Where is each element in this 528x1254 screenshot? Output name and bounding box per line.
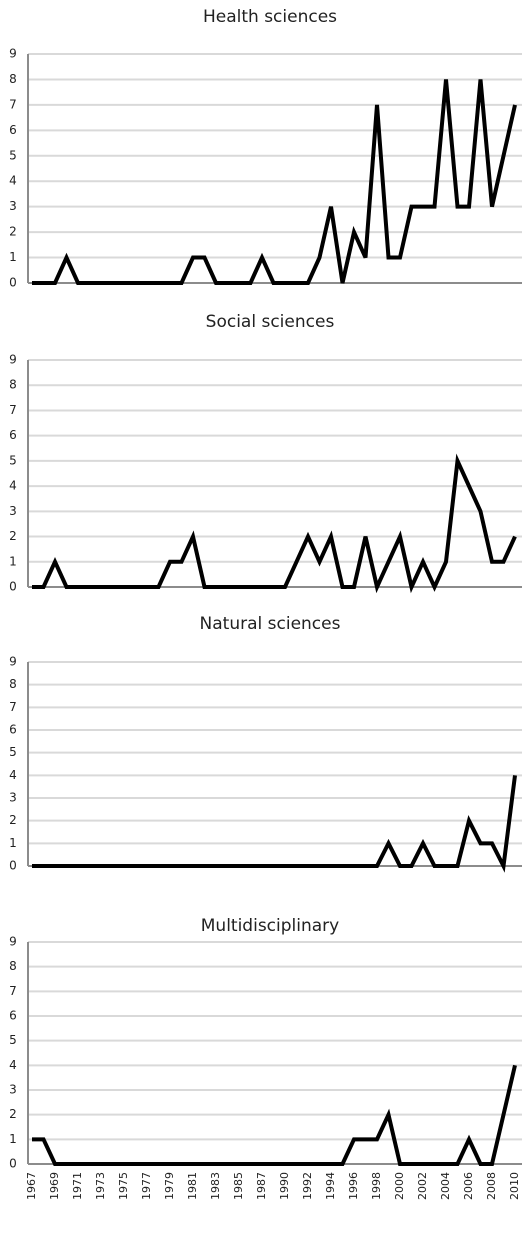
y-tick-label: 1	[9, 1132, 17, 1146]
x-tick-label: 1975	[117, 1172, 130, 1200]
y-tick-label: 4	[9, 1058, 17, 1072]
y-tick-label: 5	[9, 148, 17, 162]
y-tick-label: 7	[9, 984, 17, 998]
x-tick-label: 2004	[439, 1172, 452, 1200]
y-tick-label: 9	[9, 47, 17, 61]
y-tick-label: 4	[9, 479, 17, 493]
y-tick-label: 4	[9, 768, 17, 782]
x-tick-label: 1971	[71, 1172, 84, 1200]
y-tick-label: 8	[9, 378, 17, 392]
y-tick-label: 6	[9, 1009, 17, 1023]
chart-title: Social sciences	[206, 312, 335, 332]
x-tick-label: 1985	[232, 1172, 245, 1200]
y-tick-label: 3	[9, 199, 17, 213]
y-tick-label: 3	[9, 791, 17, 805]
y-tick-label: 9	[9, 655, 17, 669]
y-tick-label: 5	[9, 453, 17, 467]
y-tick-label: 0	[9, 276, 17, 290]
y-tick-label: 2	[9, 529, 17, 543]
x-tick-label: 2010	[508, 1172, 521, 1200]
x-tick-label: 1979	[163, 1172, 176, 1200]
x-tick-label: 1969	[48, 1172, 61, 1200]
y-tick-label: 0	[9, 580, 17, 594]
x-tick-label: 1992	[301, 1172, 314, 1200]
y-tick-label: 2	[9, 1107, 17, 1121]
y-tick-label: 2	[9, 225, 17, 239]
x-tick-label: 1987	[255, 1172, 268, 1200]
x-tick-label: 2000	[393, 1172, 406, 1200]
data-line	[32, 79, 517, 285]
x-tick-label: 1994	[324, 1172, 337, 1200]
data-line	[32, 453, 517, 594]
x-tick-label: 1981	[186, 1172, 199, 1200]
y-tick-label: 7	[9, 97, 17, 111]
y-tick-label: 6	[9, 123, 17, 137]
y-tick-label: 6	[9, 723, 17, 737]
y-tick-label: 1	[9, 836, 17, 850]
y-tick-label: 7	[9, 700, 17, 714]
x-tick-label: 1973	[94, 1172, 107, 1200]
y-tick-label: 8	[9, 959, 17, 973]
y-tick-label: 5	[9, 745, 17, 759]
y-tick-label: 0	[9, 859, 17, 873]
x-tick-label: 2002	[416, 1172, 429, 1200]
x-tick-label: 1998	[370, 1172, 383, 1200]
x-tick-label: 1996	[347, 1172, 360, 1200]
y-tick-label: 2	[9, 813, 17, 827]
y-tick-label: 5	[9, 1033, 17, 1047]
y-tick-label: 3	[9, 1083, 17, 1097]
chart-title: Natural sciences	[200, 614, 341, 634]
y-tick-label: 7	[9, 403, 17, 417]
x-tick-label: 1977	[140, 1172, 153, 1200]
x-tick-label: 1967	[25, 1172, 38, 1200]
x-tick-label: 2006	[462, 1172, 475, 1200]
y-tick-label: 9	[9, 935, 17, 949]
y-tick-label: 0	[9, 1157, 17, 1171]
y-tick-label: 8	[9, 677, 17, 691]
chart-title: Health sciences	[203, 7, 337, 27]
y-tick-label: 3	[9, 504, 17, 518]
y-tick-label: 1	[9, 250, 17, 264]
x-tick-label: 1983	[209, 1172, 222, 1200]
y-tick-label: 4	[9, 174, 17, 188]
chart-title: Multidisciplinary	[201, 916, 339, 936]
x-tick-label: 1990	[278, 1172, 291, 1200]
data-line	[32, 1064, 517, 1166]
y-tick-label: 1	[9, 554, 17, 568]
data-line	[32, 775, 517, 873]
y-tick-label: 6	[9, 428, 17, 442]
y-tick-label: 8	[9, 72, 17, 86]
x-tick-label: 2008	[485, 1172, 498, 1200]
y-tick-label: 9	[9, 353, 17, 367]
